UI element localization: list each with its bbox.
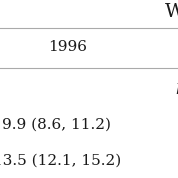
Text: 13.5 (12.1, 15.2): 13.5 (12.1, 15.2) (0, 153, 121, 167)
Text: 9.9 (8.6, 11.2): 9.9 (8.6, 11.2) (2, 118, 111, 132)
Text: μ: μ (175, 80, 178, 94)
Text: W: W (165, 2, 178, 21)
Text: 1996: 1996 (48, 40, 87, 54)
